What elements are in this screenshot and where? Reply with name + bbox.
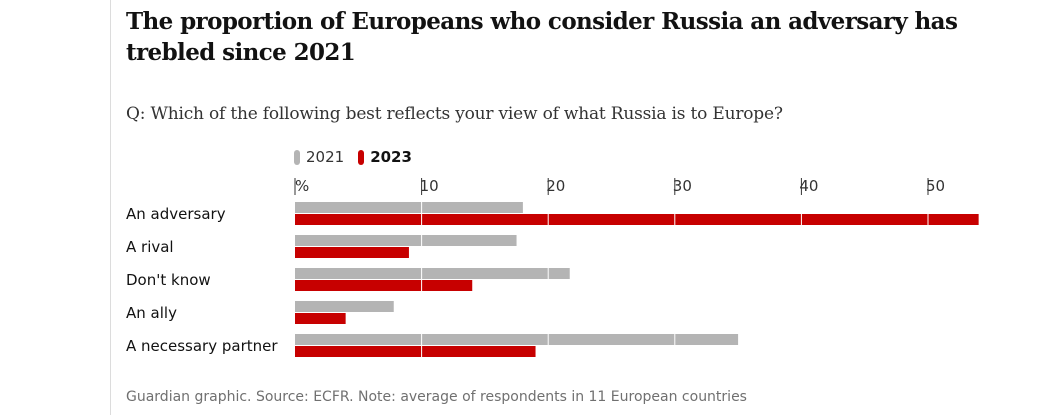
category-label: Don't know [126,271,211,289]
chart-footer: Guardian graphic. Source: ECFR. Note: av… [126,389,747,405]
x-axis-tick-label: 30 [673,177,692,195]
chart-subtitle: Q: Which of the following best reflects … [126,104,783,124]
x-axis-unit-label: % [295,177,309,195]
category-label: A rival [126,238,174,256]
bar-2023 [295,313,346,324]
chart-title: The proportion of Europeans who consider… [126,8,958,66]
legend-label-2021: 2021 [306,148,345,166]
x-axis-tick-label: 10 [420,177,439,195]
legend-swatch-2021 [294,149,300,165]
bar-2021 [295,202,523,213]
bar-2021 [295,334,739,345]
legend-swatch-2023 [358,149,365,165]
x-axis-tick-label: 50 [926,177,945,195]
bar-chart: % 10 20 30 40 50 An adversary A rival Don't know… [126,177,979,357]
category-label: An ally [126,304,177,322]
chart-legend: 2021 2023 [294,146,426,168]
legend-item-2021: 2021 [294,148,344,166]
x-axis-tick-label: 40 [799,177,818,195]
x-axis-tick-label: 20 [546,177,565,195]
bar-2021 [295,301,394,312]
left-rule [110,0,111,415]
bar-2021 [295,268,570,279]
bar-2023 [295,214,979,225]
bar-2021 [295,235,517,246]
bar-2023 [295,346,536,357]
bar-2023 [295,247,409,258]
category-label: A necessary partner [126,337,278,355]
category-label: An adversary [126,205,226,223]
bar-2023 [295,280,473,291]
legend-label-2023: 2023 [370,148,412,166]
legend-item-2023: 2023 [358,148,412,166]
